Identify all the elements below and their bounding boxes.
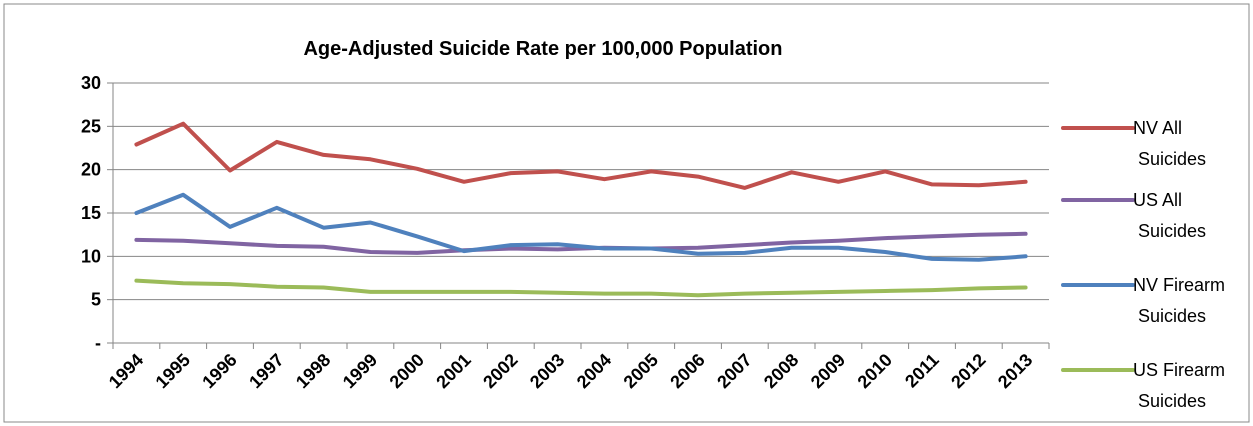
legend-entry: US Firearm Suicides [1061,360,1225,411]
legend: NV All Suicides US All Suicides NV Firearm Su… [1061,118,1225,411]
legend-label: US All [1133,190,1182,210]
chart-title: Age-Adjusted Suicide Rate per 100,000 Po… [303,38,782,60]
y-tick-label: 20 [81,160,101,180]
y-tick-label: 30 [81,73,101,93]
legend-entry: NV Firearm Suicides [1061,275,1225,326]
legend-label: Suicides [1138,391,1206,411]
y-tick-label: 15 [81,203,101,223]
y-tick-label: 10 [81,246,101,266]
series-line-3 [134,278,1028,298]
legend-entry: NV All Suicides [1061,118,1206,169]
legend-label: Suicides [1138,306,1206,326]
y-tick-label: - [95,333,101,353]
series-line-0 [134,121,1028,190]
series-lines [134,121,1028,298]
y-tick-label: 25 [81,116,101,136]
legend-label: NV Firearm [1133,275,1225,295]
legend-label: US Firearm [1133,360,1225,380]
series-line-1 [134,231,1028,255]
legend-label: Suicides [1138,221,1206,241]
legend-label: Suicides [1138,149,1206,169]
legend-label: NV All [1133,118,1182,138]
y-tick-label: 5 [91,290,101,310]
legend-entry: US All Suicides [1061,190,1206,241]
series-line-2 [134,192,1028,262]
